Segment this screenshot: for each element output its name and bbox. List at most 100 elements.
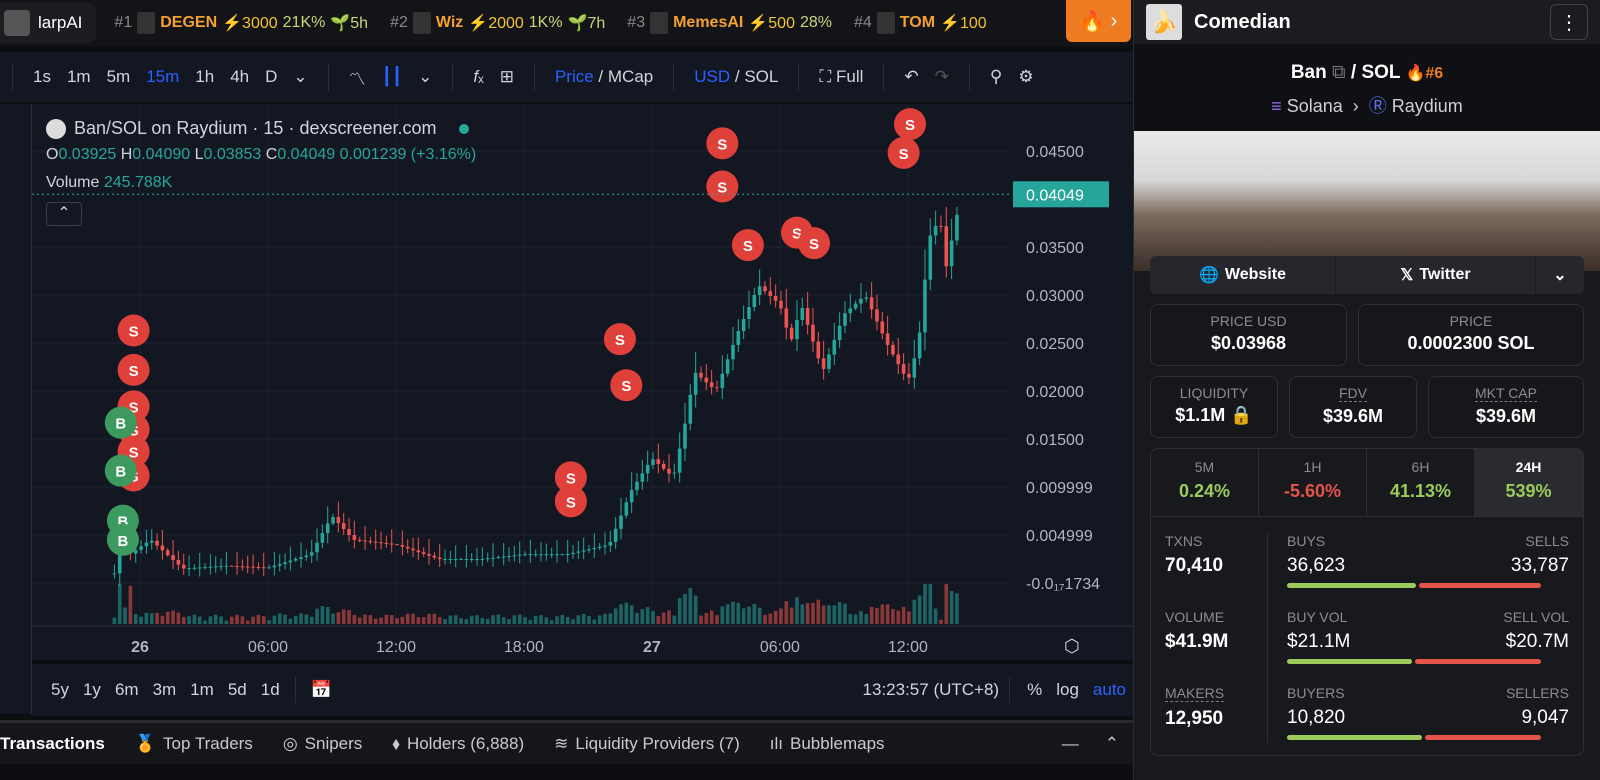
sell-marker[interactable]: S [894, 108, 927, 141]
volume-bar [784, 601, 789, 624]
x-tick-label: 12:00 [376, 639, 416, 656]
settings-icon[interactable]: ⚙ [1018, 67, 1034, 86]
lock-icon[interactable]: 🔒 [1230, 405, 1253, 425]
volume-bar [219, 616, 223, 624]
mcap-label[interactable]: MKT CAP [1475, 385, 1537, 402]
log-scale-toggle[interactable]: log [1056, 680, 1079, 699]
copy-icon[interactable]: ⧉ [1332, 62, 1346, 83]
range-6m[interactable]: 6m [114, 680, 139, 699]
layouts-icon[interactable]: ⊞ [499, 67, 514, 86]
period-1h[interactable]: 1H -5.60% [1259, 449, 1367, 516]
sell-marker[interactable]: S [554, 461, 587, 494]
more-links-chevron-icon[interactable]: ⌄ [1553, 267, 1567, 284]
interval-1m[interactable]: 1m [66, 67, 91, 86]
website-label: Website [1224, 266, 1286, 283]
fullscreen-button[interactable]: ⛶ Full [811, 67, 871, 87]
period-6h[interactable]: 6H 41.13% [1367, 449, 1475, 516]
sell-marker[interactable]: S [610, 369, 643, 402]
range-1y[interactable]: 1y [82, 680, 101, 699]
candles-icon[interactable]: ┃┃ [381, 67, 403, 86]
interval-1h[interactable]: 1h [195, 67, 215, 86]
website-button[interactable]: 🌐 Website [1150, 256, 1336, 294]
percent-scale-toggle[interactable]: % [1027, 680, 1043, 699]
auto-scale-toggle[interactable]: auto [1092, 680, 1126, 699]
go-to-date-icon[interactable]: 📅 [310, 680, 332, 699]
sell-marker[interactable]: S [117, 353, 150, 386]
tab-bubblemaps[interactable]: ılı Bubblemaps [770, 734, 885, 754]
sol-option[interactable]: SOL [744, 67, 779, 86]
sell-marker[interactable]: S [706, 127, 739, 160]
minimize-icon[interactable]: — [1061, 733, 1079, 753]
sell-marker[interactable]: S [798, 227, 831, 260]
tab-liquidity-providers[interactable]: ≋ Liquidity Providers (7) [554, 734, 740, 754]
range-1d[interactable]: 1d [260, 680, 280, 699]
price-mcap-toggle[interactable]: Price / MCap [554, 67, 654, 86]
candle [352, 535, 357, 540]
sell-marker[interactable]: S [887, 136, 920, 169]
sell-marker[interactable]: S [706, 170, 739, 203]
trending-button[interactable]: 🔥 › [1066, 0, 1131, 42]
interval-15m[interactable]: 15m [146, 67, 180, 86]
period-5m[interactable]: 5M 0.24% [1151, 449, 1259, 516]
candle [773, 295, 778, 301]
line-chart-icon[interactable]: 〽 [348, 69, 366, 89]
change-value: 0.001239 (+3.16%) [339, 146, 477, 163]
makers-label[interactable]: MAKERS [1165, 685, 1225, 702]
collapse-legend-button[interactable]: ⌃ [46, 202, 82, 226]
sell-marker[interactable]: S [554, 485, 587, 518]
range-3m[interactable]: 3m [152, 680, 177, 699]
chart-canvas[interactable]: SSSSSSBBBBSSSSSSSSSSS0.045000.035000.030… [0, 104, 1133, 660]
undo-icon[interactable]: ↶ [904, 67, 919, 86]
tab-snipers[interactable]: ◎ Snipers [283, 734, 362, 754]
tab-holders[interactable]: ⬧ Holders (6,888) [392, 734, 524, 754]
buy-marker[interactable]: B [104, 454, 137, 487]
candle [549, 554, 554, 556]
chain-link[interactable]: Solana [1286, 96, 1343, 116]
fdv-label[interactable]: FDV [1339, 385, 1367, 402]
tab-top-traders[interactable]: 🏅 Top Traders [135, 734, 253, 754]
ticker-item[interactable]: #4 TOM ⚡100 [854, 12, 992, 34]
chart-type-dropdown-icon[interactable]: ⌄ [418, 67, 433, 86]
volume-bar [427, 613, 431, 624]
mcap-option[interactable]: MCap [607, 67, 654, 86]
candle [517, 554, 522, 556]
period-24h[interactable]: 24H 539% [1475, 449, 1583, 516]
price-option[interactable]: Price [554, 67, 594, 86]
range-1m[interactable]: 1m [190, 680, 214, 699]
buyers-value: 10,820 [1287, 707, 1346, 728]
sell-marker[interactable]: S [117, 314, 150, 347]
chart-settings-icon[interactable]: ⬡ [1064, 636, 1080, 656]
ticker-item[interactable]: #1 DEGEN ⚡3000 21K% 🌱5h [114, 12, 368, 34]
sell-marker[interactable]: S [731, 229, 764, 262]
indicators-icon[interactable]: fₓ [473, 67, 484, 86]
buy-marker[interactable]: B [104, 406, 137, 439]
volume-bar [736, 602, 741, 624]
range-5d[interactable]: 5d [227, 680, 247, 699]
usd-sol-toggle[interactable]: USD / SOL [694, 67, 779, 86]
redo-icon[interactable]: ↷ [934, 67, 949, 86]
price-chart[interactable]: SSSSSSBBBBSSSSSSSSSSS0.045000.035000.030… [0, 104, 1133, 660]
dex-link[interactable]: Raydium [1391, 96, 1463, 116]
interval-4h[interactable]: 4h [230, 67, 250, 86]
svg-text:S: S [129, 444, 139, 461]
candle [645, 464, 650, 474]
ticker-item[interactable]: #2 Wiz ⚡2000 1K% 🌱7h [390, 12, 605, 34]
sell-marker[interactable]: S [603, 323, 636, 356]
ticker-item[interactable]: #3 MemesAI ⚡500 28% [627, 12, 832, 34]
buy-marker[interactable]: B [106, 523, 139, 556]
tab-transactions[interactable]: Transactions [0, 734, 105, 754]
brand[interactable]: larpAI [0, 3, 97, 43]
more-menu-button[interactable]: ⋮ [1550, 4, 1588, 40]
range-5y[interactable]: 5y [51, 680, 69, 699]
candle [864, 297, 869, 299]
volume-bar [869, 606, 874, 624]
expand-icon[interactable]: ⌃ [1104, 733, 1119, 753]
usd-option[interactable]: USD [694, 67, 731, 86]
interval-D[interactable]: D [265, 67, 278, 86]
interval-1s[interactable]: 1s [33, 67, 51, 86]
quick-search-icon[interactable]: ⚲ [989, 67, 1003, 86]
interval-5m[interactable]: 5m [106, 67, 131, 86]
interval-dropdown-icon[interactable]: ⌄ [293, 67, 308, 86]
twitter-button[interactable]: 𝕏 Twitter [1336, 256, 1536, 294]
trending-rank[interactable]: 🔥#6 [1405, 65, 1444, 82]
